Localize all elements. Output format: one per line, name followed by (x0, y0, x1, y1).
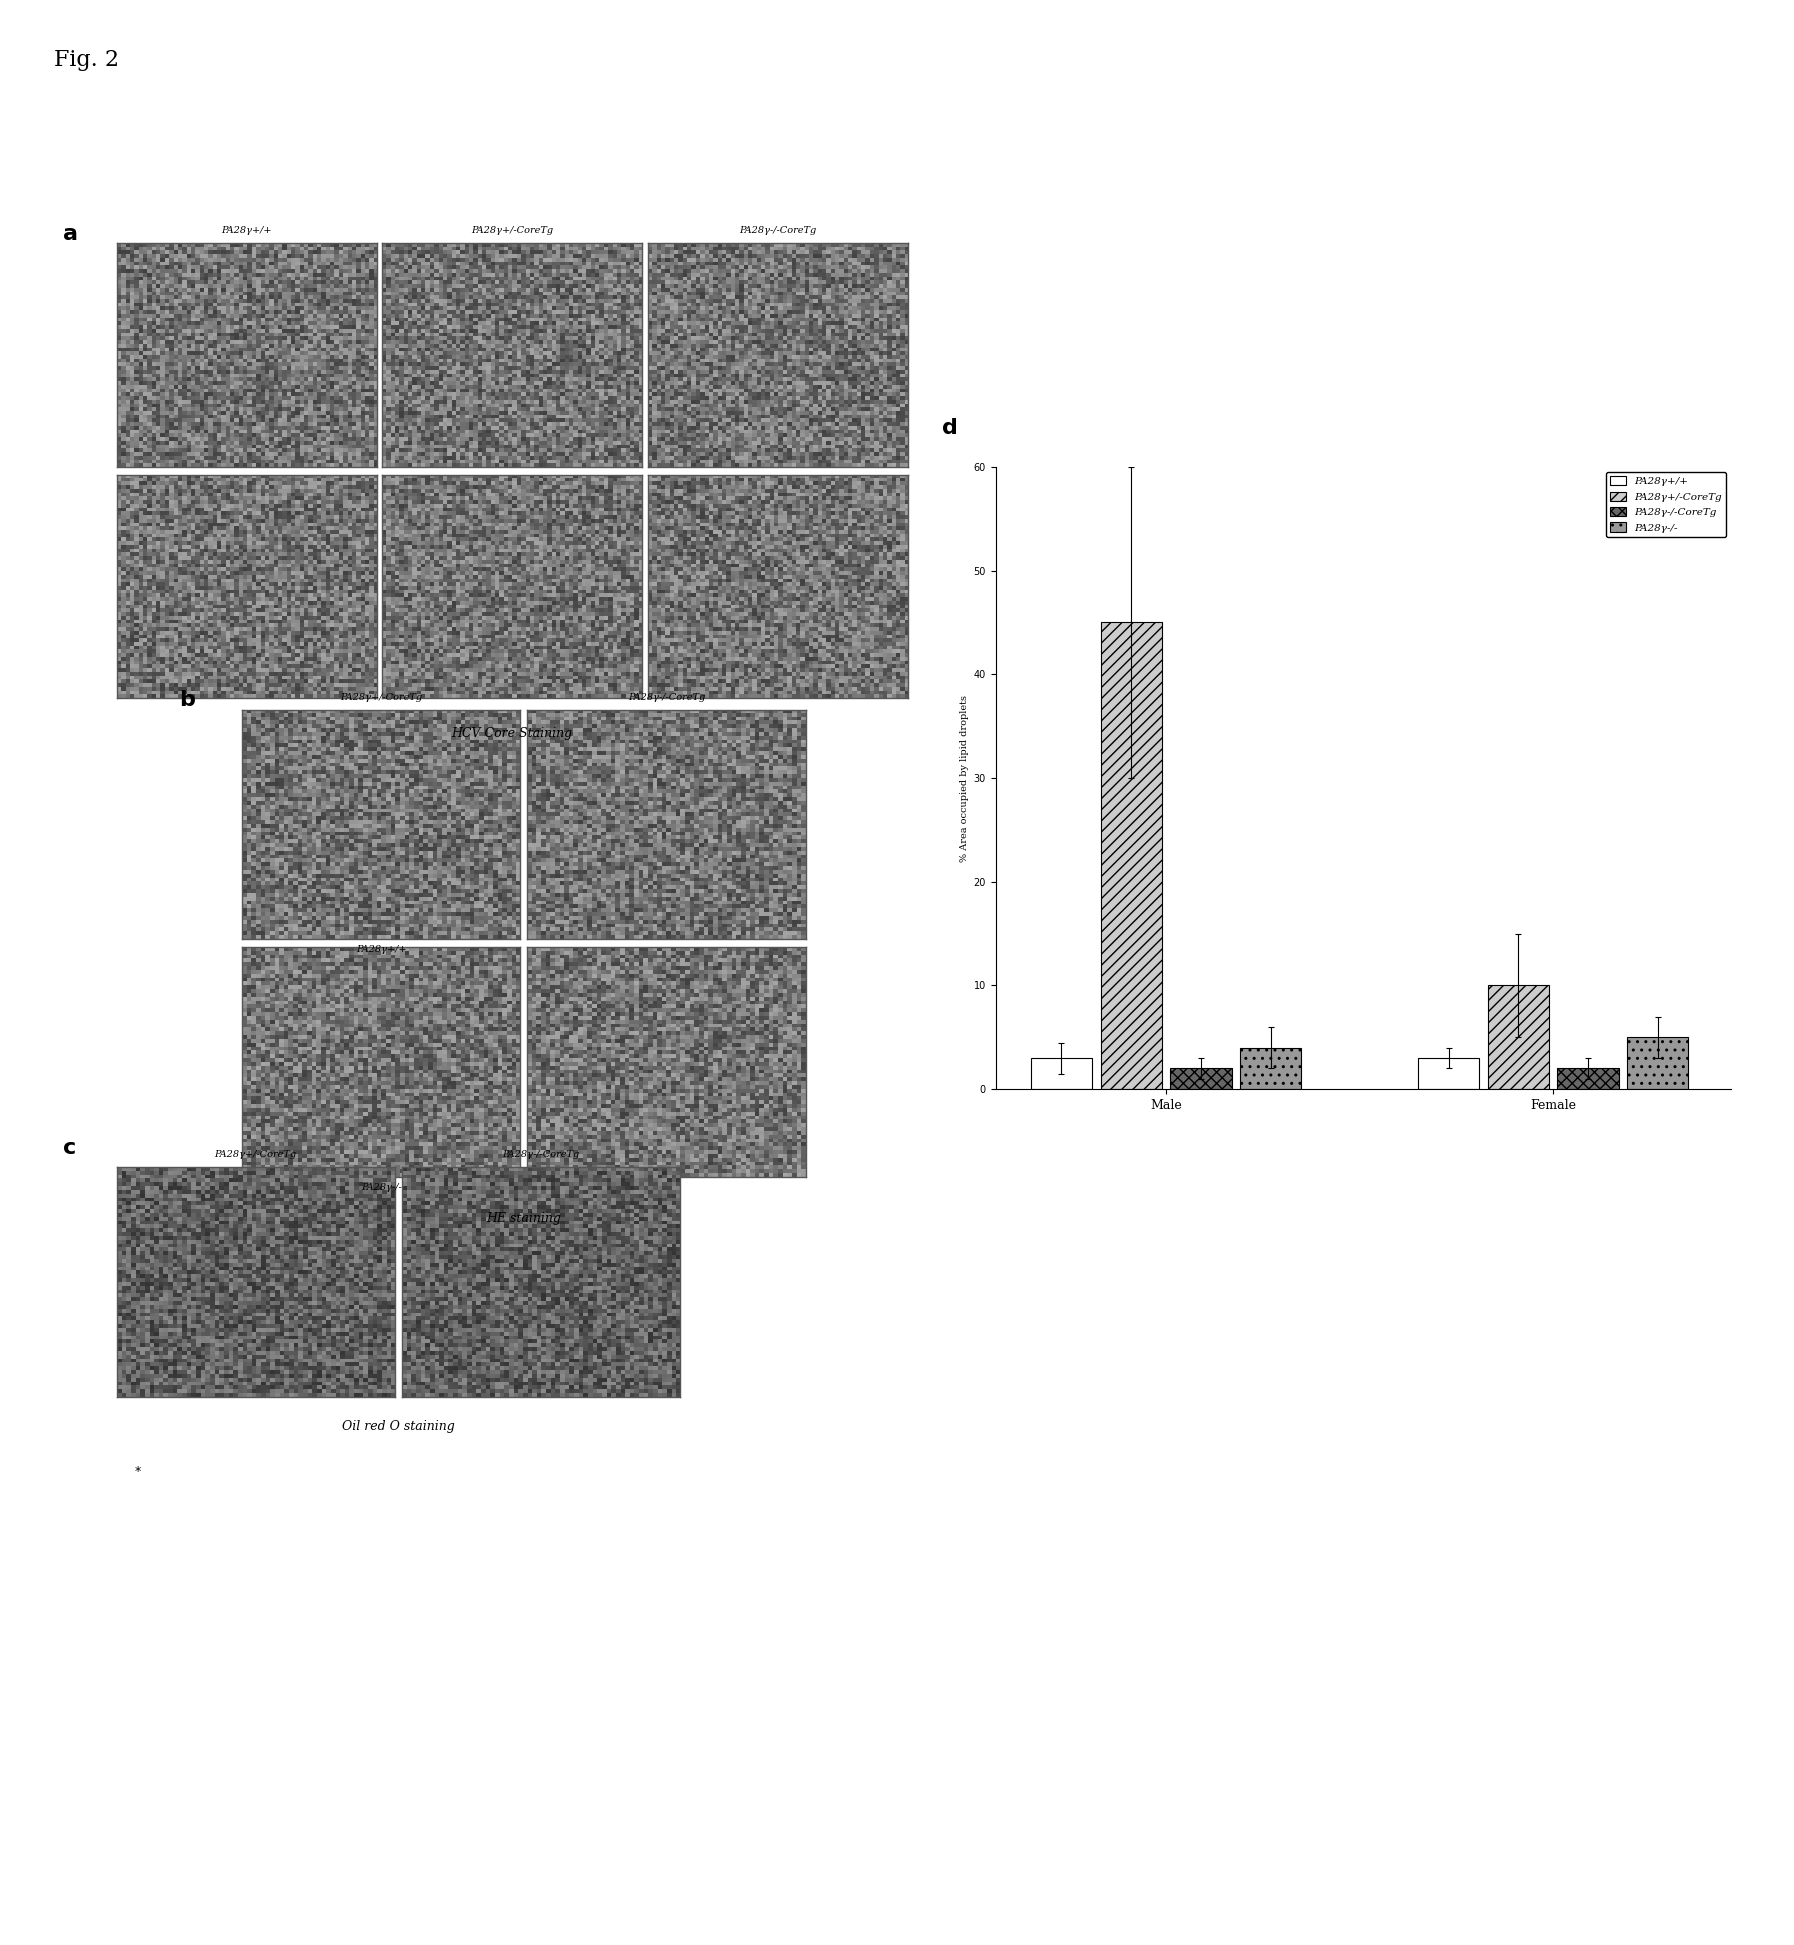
Text: a: a (63, 224, 77, 243)
Bar (1627, 1037, 1688, 1089)
Legend: PA28γ+/+, PA28γ+/-CoreTg, PA28γ-/-CoreTg, PA28γ-/-: PA28γ+/+, PA28γ+/-CoreTg, PA28γ-/-CoreTg… (1606, 473, 1726, 537)
Bar (1487, 986, 1548, 1089)
Bar (1170, 1068, 1231, 1089)
Text: PA28γ+/-CoreTg: PA28γ+/-CoreTg (215, 1149, 296, 1159)
Text: PA28γ-/-CoreTg: PA28γ-/-CoreTg (502, 1149, 579, 1159)
Text: HCV Core Staining: HCV Core Staining (452, 727, 572, 741)
Text: PA28γ+/-CoreTg: PA28γ+/-CoreTg (472, 226, 553, 235)
Bar (1557, 1068, 1618, 1089)
Bar (1032, 1058, 1093, 1089)
Y-axis label: % Area occupied by lipid droplets: % Area occupied by lipid droplets (960, 694, 969, 862)
Bar (1100, 622, 1163, 1089)
Text: d: d (942, 418, 958, 438)
Text: Oil red O staining: Oil red O staining (343, 1420, 454, 1433)
Bar (1240, 1048, 1301, 1089)
Text: PA28γ-/-: PA28γ-/- (361, 1183, 402, 1192)
Text: PA28γ-/-CoreTg: PA28γ-/-CoreTg (739, 226, 816, 235)
Text: c: c (63, 1138, 75, 1157)
Text: PA28γ+/-CoreTg: PA28γ+/-CoreTg (341, 692, 422, 702)
Text: PA28γ+/+: PA28γ+/+ (221, 226, 273, 235)
Text: PA28γ+/+: PA28γ+/+ (355, 945, 407, 955)
Text: *: * (135, 1465, 140, 1478)
Text: PA28γ-/-CoreTg: PA28γ-/-CoreTg (628, 692, 705, 702)
Text: HE staining: HE staining (486, 1212, 562, 1225)
Text: Fig. 2: Fig. 2 (54, 49, 118, 70)
Text: b: b (179, 690, 196, 710)
Bar (1417, 1058, 1480, 1089)
